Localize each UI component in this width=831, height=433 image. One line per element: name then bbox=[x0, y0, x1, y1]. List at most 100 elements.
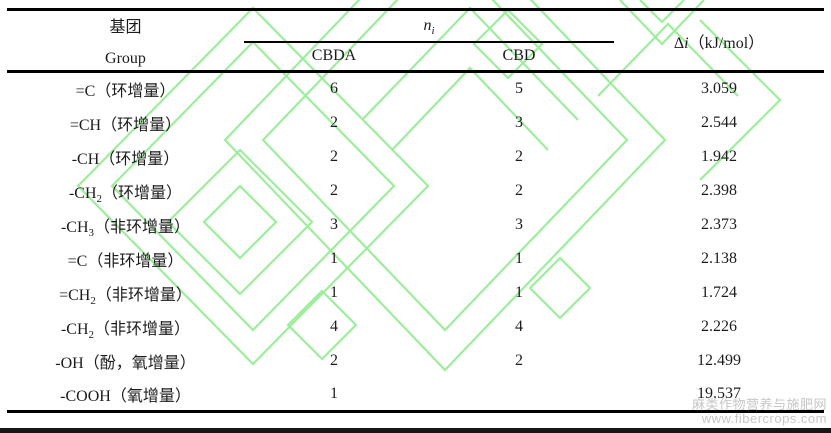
delta-value: 1.942 bbox=[701, 147, 737, 165]
delta-cell: 2.226 bbox=[614, 310, 824, 344]
group-note: （环增量） bbox=[95, 83, 176, 101]
group-note: （环增量） bbox=[99, 150, 180, 168]
cbda-value: 4 bbox=[330, 317, 338, 335]
delta-cell: 1.724 bbox=[614, 276, 824, 310]
delta-header-cell: Δi（kJ/mol） bbox=[614, 10, 824, 72]
group-formula: -OH bbox=[55, 354, 84, 372]
group-formula: -CH bbox=[60, 320, 89, 338]
group-contribution-table: 基团 Group ni Δi（kJ/mol） CBDA CBD =C（环增量） … bbox=[7, 8, 824, 413]
group-formula: -CH bbox=[71, 150, 100, 168]
ni-header-cell: ni bbox=[244, 9, 614, 43]
group-note: （非环增量） bbox=[87, 252, 184, 270]
cbd-column-header: CBD bbox=[502, 47, 536, 65]
cbda-value: 1 bbox=[330, 283, 338, 301]
cbda-cell: 6 bbox=[244, 72, 424, 106]
group-note: （氧增量） bbox=[110, 387, 191, 405]
cbd-cell: 2 bbox=[424, 344, 614, 378]
delta-cell: 3.059 bbox=[614, 72, 824, 106]
group-sub: 3 bbox=[88, 226, 95, 239]
group-header-en: Group bbox=[105, 50, 146, 67]
table-row: -CH2（环增量） 2 2 2.398 bbox=[7, 174, 824, 208]
group-note: （非环增量） bbox=[95, 286, 192, 304]
cbd-cell: 5 bbox=[424, 72, 614, 106]
group-formula: =C bbox=[67, 252, 88, 270]
group-note: （酚，氧增量） bbox=[83, 354, 196, 372]
group-sub: 2 bbox=[96, 192, 103, 205]
cbda-value: 3 bbox=[330, 215, 338, 233]
group-sub: 2 bbox=[88, 328, 95, 341]
cbd-value: 5 bbox=[515, 80, 523, 98]
group-formula: =CH bbox=[59, 286, 91, 304]
group-note: （环增量） bbox=[101, 116, 182, 134]
watermark-text: 麻类作物营养与施肥网 www.fibercrops.com bbox=[692, 398, 827, 426]
group-cell: =CH（环增量） bbox=[7, 106, 244, 140]
cbda-value: 2 bbox=[330, 351, 338, 369]
delta-value: 2.398 bbox=[701, 181, 737, 199]
delta-value: 12.499 bbox=[697, 351, 741, 369]
group-note: （环增量） bbox=[102, 184, 183, 202]
group-formula: =CH bbox=[69, 116, 102, 134]
delta-value: 2.138 bbox=[701, 249, 737, 267]
cbda-cell: 1 bbox=[244, 276, 424, 310]
delta-value: 1.724 bbox=[701, 283, 737, 301]
table-row: -CH（环增量） 2 2 1.942 bbox=[7, 140, 824, 174]
cbda-value: 2 bbox=[330, 181, 338, 199]
delta-cell: 2.544 bbox=[614, 106, 824, 140]
delta-cell: 12.499 bbox=[614, 344, 824, 378]
group-cell: =C（环增量） bbox=[7, 72, 244, 106]
watermark-site-name: 麻类作物营养与施肥网 bbox=[691, 397, 827, 412]
table-row: -OH（酚，氧增量） 2 2 12.499 bbox=[7, 344, 824, 378]
cbd-value: 2 bbox=[515, 351, 523, 369]
cbda-cell: 3 bbox=[244, 208, 424, 242]
table-row: -CH3（非环增量） 3 3 2.373 bbox=[7, 208, 824, 242]
bottom-edge-bar bbox=[0, 428, 831, 433]
cbda-value: 1 bbox=[330, 384, 338, 402]
watermark-site-url: www.fibercrops.com bbox=[701, 411, 827, 426]
group-formula: -CH bbox=[68, 184, 97, 202]
cbd-value: 2 bbox=[515, 147, 523, 165]
group-cell: -CH2（非环增量） bbox=[7, 310, 244, 344]
delta-value: 2.226 bbox=[701, 317, 737, 335]
delta-cell: 1.942 bbox=[614, 140, 824, 174]
cbda-column-header: CBDA bbox=[311, 47, 357, 65]
ni-subscript: i bbox=[431, 24, 435, 37]
group-cell: =CH2（非环增量） bbox=[7, 276, 244, 310]
group-cell: -CH2（环增量） bbox=[7, 174, 244, 208]
cbda-cell: 4 bbox=[244, 310, 424, 344]
cbd-cell: 4 bbox=[424, 310, 614, 344]
cbda-cell: 2 bbox=[244, 106, 424, 140]
cbd-cell: 3 bbox=[424, 106, 614, 140]
group-formula: -CH bbox=[60, 218, 89, 236]
cbda-cell: 1 bbox=[244, 378, 424, 412]
cbda-cell: 2 bbox=[244, 140, 424, 174]
group-cell: -OH（酚，氧增量） bbox=[7, 344, 244, 378]
cbd-value: 4 bbox=[515, 317, 523, 335]
delta-unit: （kJ/mol） bbox=[688, 34, 765, 52]
delta-cell: 2.138 bbox=[614, 242, 824, 276]
group-sub: 2 bbox=[90, 294, 96, 307]
delta-cell: 19.537 bbox=[614, 378, 824, 412]
cbda-value: 6 bbox=[330, 80, 338, 98]
delta-value: 3.059 bbox=[701, 80, 737, 98]
delta-cell: 2.373 bbox=[614, 208, 824, 242]
table-row: =CH2（非环增量） 1 1 1.724 bbox=[7, 276, 824, 310]
cbd-cell: 1 bbox=[424, 276, 614, 310]
cbda-cell: 2 bbox=[244, 344, 424, 378]
cbd-value: 3 bbox=[515, 113, 523, 131]
table-row: -COOH（氧增量） 1 19.537 bbox=[7, 378, 824, 412]
table-row: -CH2（非环增量） 4 4 2.226 bbox=[7, 310, 824, 344]
cbd-cell: 2 bbox=[424, 174, 614, 208]
cbd-value: 1 bbox=[515, 249, 523, 267]
cbd-value: 1 bbox=[515, 283, 523, 301]
cbd-cell: 2 bbox=[424, 140, 614, 174]
group-cell: -COOH（氧增量） bbox=[7, 378, 244, 412]
delta-cell: 2.398 bbox=[614, 174, 824, 208]
delta-italic-i: i bbox=[684, 34, 689, 52]
ni-symbol: n bbox=[423, 16, 432, 34]
watermark-pattern bbox=[76, 0, 782, 372]
group-header-cell: 基团 Group bbox=[7, 10, 244, 72]
cbda-value: 2 bbox=[330, 113, 338, 131]
table-body: =C（环增量） 6 5 3.059 =CH（环增量） 2 3 2.544 -CH… bbox=[7, 72, 824, 412]
